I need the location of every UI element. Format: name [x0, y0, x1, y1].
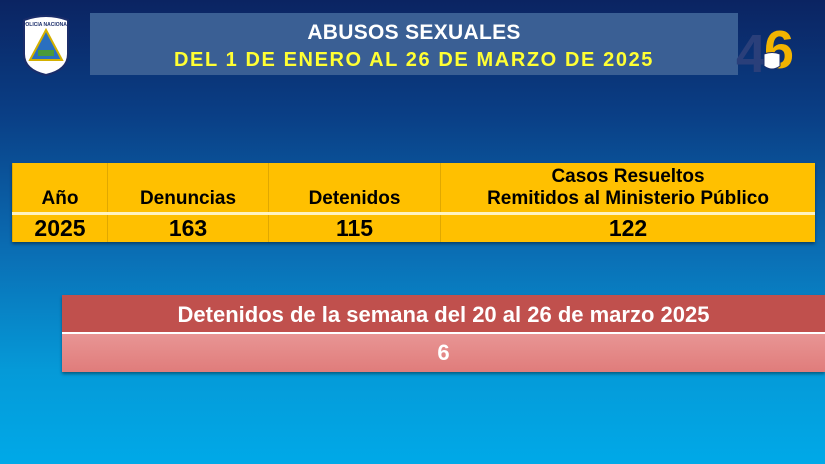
cell-denuncias: 163 [107, 213, 269, 242]
header-year: Año [12, 163, 108, 215]
header-casos-line2: Remitidos al Ministerio Público [487, 187, 769, 209]
svg-text:4: 4 [736, 24, 766, 80]
weekly-detainees-box: Detenidos de la semana del 20 al 26 de m… [62, 295, 825, 372]
header-casos-line1: Casos Resueltos [551, 165, 705, 187]
table-row: 2025 163 115 122 [12, 213, 815, 242]
page-subtitle: DEL 1 DE ENERO AL 26 DE MARZO DE 2025 [173, 49, 655, 71]
cell-detenidos: 115 [268, 213, 441, 242]
weekly-label: Detenidos de la semana del 20 al 26 de m… [62, 295, 825, 334]
title-banner: ABUSOS SEXUALES DEL 1 DE ENERO AL 26 DE … [90, 13, 738, 75]
header-casos-resueltos: Casos Resueltos Remitidos al Ministerio P… [440, 163, 815, 215]
weekly-value: 6 [62, 334, 825, 372]
page-title: ABUSOS SEXUALES [307, 21, 521, 44]
svg-text:6: 6 [764, 20, 794, 80]
header-denuncias: Denuncias [107, 163, 269, 215]
header-detenidos: Detenidos [268, 163, 441, 215]
anniversary-46-logo: 4 6 [736, 20, 794, 80]
summary-table: Año Denuncias Detenidos Casos Resueltos R… [12, 163, 815, 242]
cell-year: 2025 [12, 213, 108, 242]
cell-casos-resueltos: 122 [440, 213, 815, 242]
svg-text:POLICIA NACIONAL: POLICIA NACIONAL [22, 22, 70, 28]
policia-nacional-logo: POLICIA NACIONAL [22, 15, 70, 76]
table-header-row: Año Denuncias Detenidos Casos Resueltos R… [12, 163, 815, 215]
